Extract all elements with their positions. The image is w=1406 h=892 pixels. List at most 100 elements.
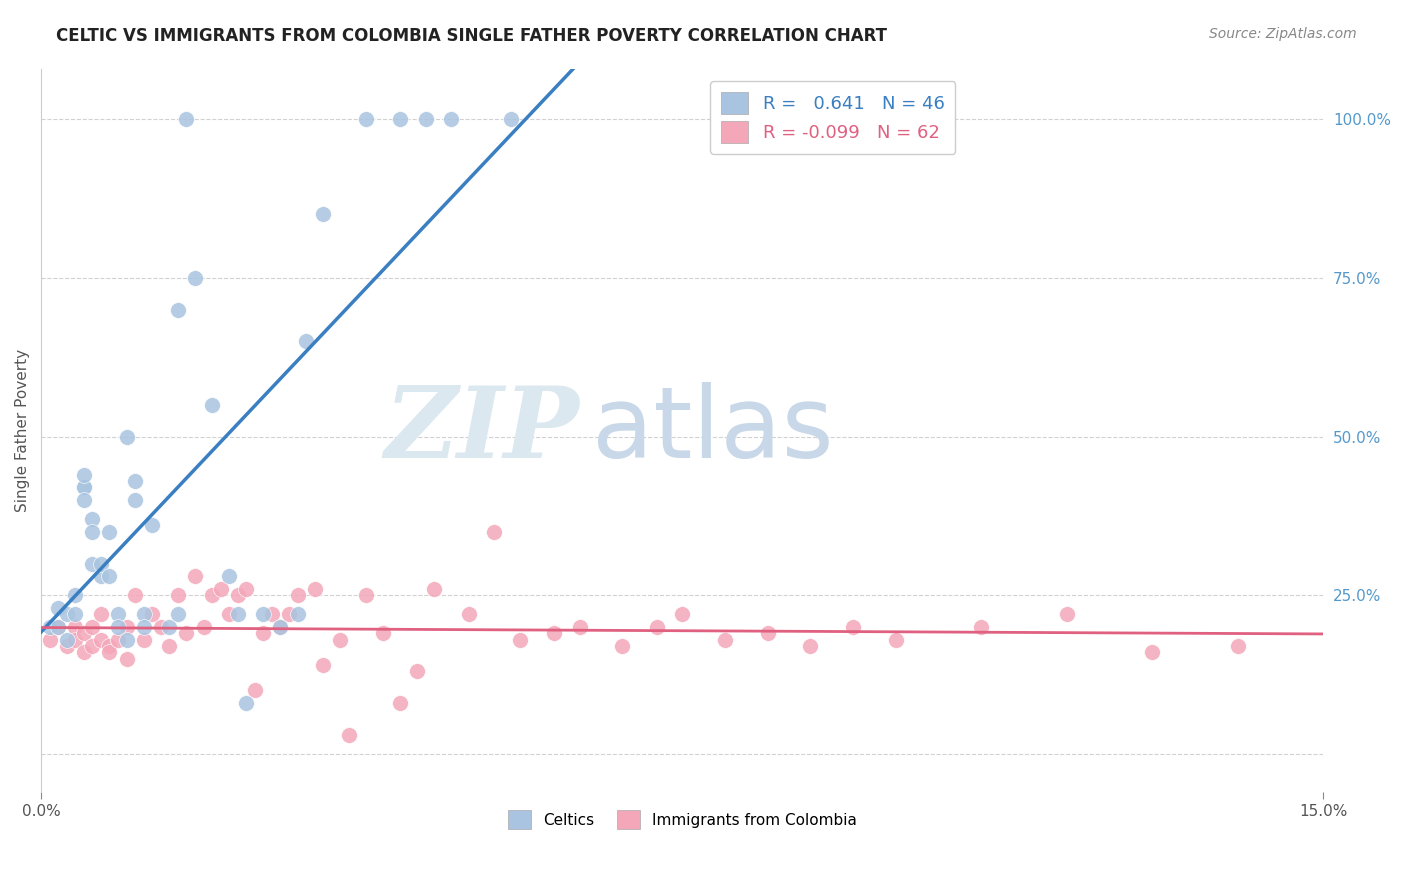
Point [124,493,146,508]
Point [842,620,865,634]
Point [115,632,138,647]
Point [201,588,224,602]
Point [73,480,96,494]
Point [269,620,291,634]
Point [90,557,112,571]
Point [329,632,352,647]
Point [252,607,274,622]
Point [1142,645,1164,659]
Point [389,112,412,127]
Point [115,651,138,665]
Point [612,639,634,653]
Point [201,398,224,412]
Point [423,582,446,596]
Point [1056,607,1078,622]
Point [107,607,129,622]
Point [278,607,301,622]
Point [509,632,531,647]
Point [543,626,565,640]
Point [98,639,121,653]
Point [440,112,463,127]
Point [73,467,96,482]
Point [218,607,240,622]
Point [73,480,96,494]
Point [90,569,112,583]
Point [65,607,87,622]
Point [65,620,87,634]
Point [176,626,198,640]
Text: atlas: atlas [592,382,834,479]
Point [132,607,155,622]
Point [389,696,412,710]
Point [645,620,668,634]
Point [501,112,523,127]
Point [176,112,198,127]
Point [252,626,274,640]
Point [337,728,360,742]
Y-axis label: Single Father Poverty: Single Father Poverty [15,349,30,512]
Point [115,429,138,443]
Point [82,639,104,653]
Point [167,302,190,317]
Point [312,658,335,673]
Point [193,620,215,634]
Point [38,620,60,634]
Point [107,632,129,647]
Point [295,334,318,349]
Point [799,639,821,653]
Point [115,620,138,634]
Point [73,493,96,508]
Point [287,607,309,622]
Point [149,620,172,634]
Point [167,607,190,622]
Point [235,696,257,710]
Point [65,632,87,647]
Point [243,683,266,698]
Point [269,620,291,634]
Point [124,588,146,602]
Point [98,569,121,583]
Point [157,639,180,653]
Point [714,632,737,647]
Point [98,645,121,659]
Point [457,607,479,622]
Point [226,588,249,602]
Point [568,620,591,634]
Point [132,620,155,634]
Point [90,607,112,622]
Point [65,588,87,602]
Point [82,512,104,526]
Point [671,607,693,622]
Text: CELTIC VS IMMIGRANTS FROM COLOMBIA SINGLE FATHER POVERTY CORRELATION CHART: CELTIC VS IMMIGRANTS FROM COLOMBIA SINGL… [56,27,887,45]
Point [38,632,60,647]
Point [287,588,309,602]
Point [260,607,283,622]
Point [82,620,104,634]
Point [90,632,112,647]
Point [82,524,104,539]
Point [132,632,155,647]
Point [756,626,779,640]
Point [46,620,69,634]
Point [226,607,249,622]
Point [371,626,394,640]
Point [184,569,207,583]
Point [312,207,335,221]
Point [73,626,96,640]
Point [141,518,163,533]
Point [55,632,77,647]
Point [406,665,429,679]
Text: Source: ZipAtlas.com: Source: ZipAtlas.com [1209,27,1357,41]
Point [98,524,121,539]
Point [235,582,257,596]
Point [304,582,326,596]
Point [415,112,437,127]
Point [884,632,907,647]
Point [970,620,993,634]
Point [157,620,180,634]
Point [218,569,240,583]
Point [354,112,377,127]
Point [55,639,77,653]
Point [55,607,77,622]
Point [209,582,232,596]
